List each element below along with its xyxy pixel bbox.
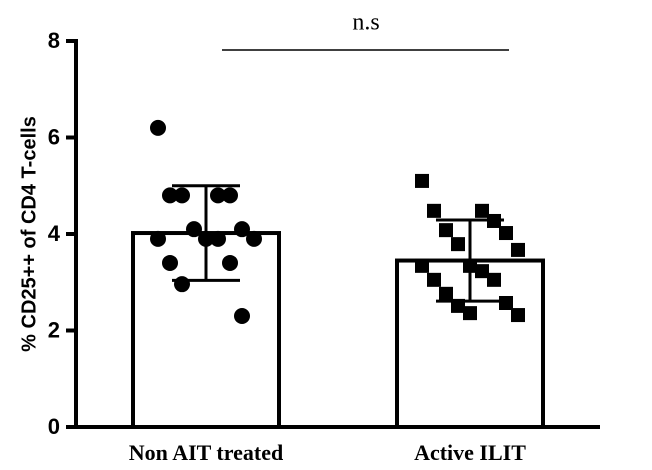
data-point bbox=[415, 258, 429, 273]
data-point bbox=[475, 264, 489, 279]
data-point bbox=[499, 226, 513, 241]
data-point bbox=[150, 230, 166, 247]
data-point bbox=[427, 203, 441, 218]
y-tick-label: 4 bbox=[48, 221, 61, 246]
data-point bbox=[475, 203, 489, 218]
data-point bbox=[174, 187, 190, 204]
y-tick-label: 6 bbox=[48, 124, 60, 149]
data-point bbox=[487, 213, 501, 228]
data-point bbox=[198, 230, 214, 247]
data-point bbox=[222, 254, 238, 271]
data-point bbox=[150, 119, 166, 136]
annotation: n.s bbox=[352, 10, 379, 36]
y-tick-label: 0 bbox=[48, 414, 60, 439]
y-tick-label: 2 bbox=[48, 317, 60, 342]
data-point bbox=[487, 272, 501, 287]
data-point bbox=[415, 173, 429, 188]
data-point bbox=[499, 295, 513, 310]
data-point bbox=[439, 286, 453, 301]
data-point bbox=[210, 230, 226, 247]
x-tick-label: Non AIT treated bbox=[129, 440, 283, 465]
y-axis-label: % CD25++ of CD4 T-cells bbox=[18, 116, 40, 352]
data-point bbox=[511, 308, 525, 323]
data-point bbox=[511, 242, 525, 257]
data-point bbox=[162, 187, 178, 204]
data-point bbox=[162, 254, 178, 271]
data-point bbox=[246, 230, 262, 247]
data-point bbox=[439, 223, 453, 238]
x-tick-label: Active ILIT bbox=[414, 440, 526, 465]
data-point bbox=[222, 187, 238, 204]
data-point bbox=[234, 221, 250, 238]
data-point bbox=[174, 276, 190, 293]
y-tick-label: 8 bbox=[48, 28, 60, 53]
data-point bbox=[463, 258, 477, 273]
data-point bbox=[427, 272, 441, 287]
data-point bbox=[186, 221, 202, 238]
data-point bbox=[210, 187, 226, 204]
data-point bbox=[451, 237, 465, 252]
data-point bbox=[451, 298, 465, 313]
data-point bbox=[234, 308, 250, 325]
data-point bbox=[463, 306, 477, 321]
